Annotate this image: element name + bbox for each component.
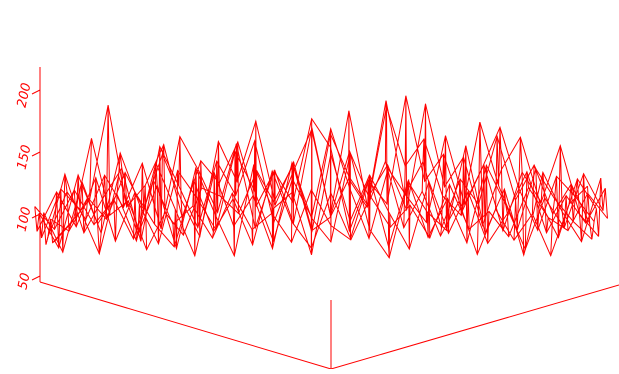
surface-row-line [43,126,599,254]
surface-row-line [36,169,606,251]
z-axis: 50 100 150 200 [15,67,41,291]
surface-column-line [476,122,490,255]
surface-column-line [366,175,371,239]
surface-column-line [113,152,129,242]
surface-column-line [192,160,203,256]
z-axis-tick-label: 150 [15,144,35,171]
surface-column-line [403,95,411,250]
surface-column-line [458,145,470,243]
surface-column-line [495,127,510,237]
surface-column-line [73,138,92,233]
surface-column-line [271,170,276,249]
surface-column-line [329,128,332,242]
surface-row-line [38,153,604,259]
base-edge-left [39,281,332,370]
surface-column-line [291,161,295,243]
surface-column-line [384,100,391,258]
surface-column-line [152,144,166,244]
z-axis-tick [31,151,41,157]
surface-column-line [172,136,184,249]
surface-column-line [421,103,431,239]
z-axis-tick-label: 100 [15,206,35,233]
bounding-box-axes [39,281,619,370]
surface-column-line [310,118,313,255]
surface-column-line [34,206,56,245]
surface-column-line [54,174,74,253]
z-axis-tick-label: 200 [15,82,35,109]
surface-column-line [251,121,258,245]
base-edge-right [330,284,619,370]
surface-column-line [587,178,608,240]
surface-column-line [348,110,352,240]
surface-row-line [41,145,602,258]
z-axis-tick-label: 50 [16,272,34,291]
z-axis-tick [31,275,41,281]
surface-row-line [47,95,595,237]
surface-column-line [440,135,450,237]
surface-row-line [34,178,608,244]
surface-column-line [133,163,148,250]
surface-column-line [212,141,221,239]
surface-column-line [513,137,529,256]
z-axis-tick [31,89,41,95]
surface-row-line [54,138,588,258]
surface-column-line [531,164,549,233]
surface-column-line [231,141,239,256]
surface-column-line [568,173,589,242]
surface-column-line [550,145,569,256]
surface-column-line [93,105,111,254]
surface-wireframe [34,95,608,259]
z-axis-tick [31,213,41,219]
